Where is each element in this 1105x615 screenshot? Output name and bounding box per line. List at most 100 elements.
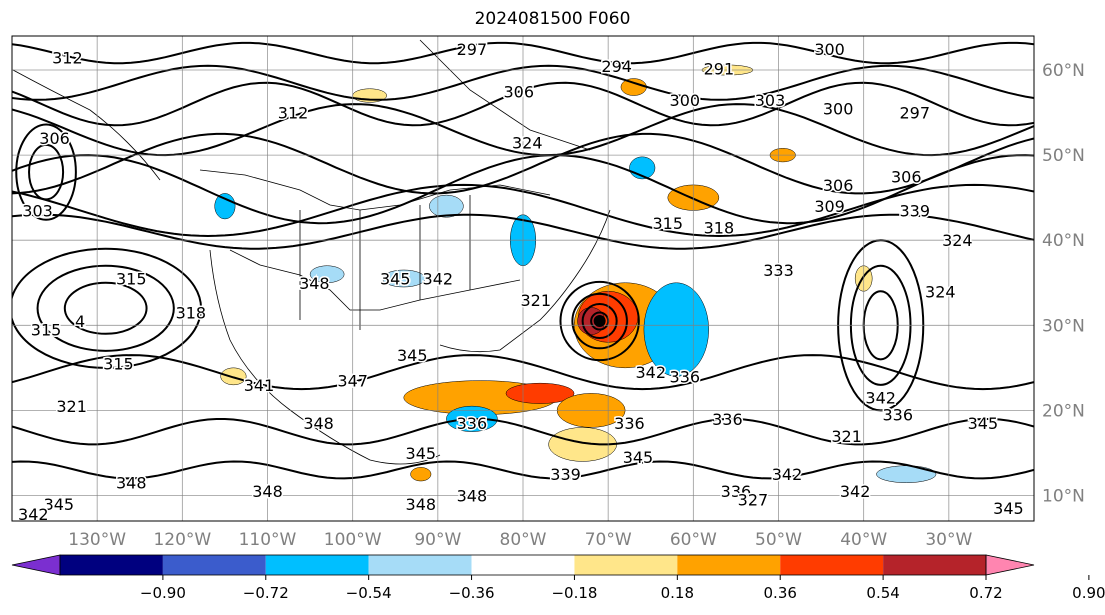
contour-label: 324 [512,133,543,152]
longitude-tick-labels: 130°W 120°W 110°W 100°W 90°W 80°W 70°W 60°W 50°W… [68,530,972,550]
contour-label: 345 [44,495,75,514]
contour-label: 318 [704,218,735,237]
longitude-tick-label: 130°W [68,530,126,550]
contour-label: 336 [670,367,701,386]
anomaly-region [220,367,247,386]
contour-label: 309 [814,197,845,216]
contour-label: 297 [899,104,930,123]
contour-label: 315 [116,270,147,289]
contour-label: 300 [823,99,854,118]
latitude-tick-labels: 60°N 50°N 40°N 30°N 20°N 10°N [1042,61,1085,506]
contour-label: 342 [635,363,666,382]
contour-label: 312 [278,104,309,123]
lat-lon-grid [12,36,1034,521]
contour-label: 348 [116,474,147,493]
colorbar-tick-label: −0.36 [449,584,495,602]
contour-label: 336 [614,414,645,433]
contour-label: 306 [503,82,534,101]
contour-label: 339 [550,465,581,484]
contour-label: 306 [39,129,70,148]
contour-label: 348 [299,274,330,293]
contour-label: 339 [899,201,930,220]
contour-label: 345 [623,448,654,467]
colorbar-segment [265,555,369,575]
colorbar-tick-label: −0.18 [551,584,597,602]
contour-label: 342 [18,505,49,524]
contour-label: 291 [704,59,735,78]
colorbar-tick-label: −0.90 [140,584,186,602]
contour-label: 321 [521,291,552,310]
state-boundaries [299,195,471,330]
contour-label: 345 [406,444,437,463]
contour-label: 321 [56,397,87,416]
contour-label: 297 [457,40,488,59]
contour-label: 345 [397,346,428,365]
longitude-tick-label: 90°W [414,530,461,550]
colorbar-tick-label: −0.54 [346,584,392,602]
alaska-contour [15,123,77,221]
contour-label: 306 [891,167,922,186]
colorbar-extend-low [11,554,61,576]
longitude-tick-label: 40°W [840,530,887,550]
pacific-contour [36,264,175,352]
contour-label: 300 [814,40,845,59]
pacific-contour [12,247,203,369]
anomaly-region [410,467,432,482]
contour-label: 321 [831,427,862,446]
colorbar-segment [471,555,575,575]
anomaly-region [382,269,426,288]
contour-label: 336 [712,410,743,429]
state-lines [229,249,521,311]
contour-label: 315 [31,321,62,340]
latitude-tick-label: 10°N [1042,486,1085,506]
latitude-tick-label: 20°N [1042,401,1085,421]
contour-label: 348 [303,414,334,433]
contour-label: 324 [925,282,956,301]
map-frame [11,35,1035,522]
contour-label: 341 [244,376,275,395]
colorbar-segment [677,555,781,575]
contour-label: 348 [406,495,437,514]
pacific-coast [209,249,441,465]
colorbar-segment [368,555,472,575]
contour-label: 342 [772,465,803,484]
longitude-tick-label: 60°W [670,530,717,550]
latitude-tick-label: 50°N [1042,146,1085,166]
colorbar-segment [780,555,884,575]
contour-label: 345 [968,414,999,433]
colorbar: −0.90 −0.72 −0.54 −0.36 −0.18 0.18 0.36 0.54 0.7… [11,554,1105,602]
hurricane-center-marker [593,315,606,328]
colorbar-tick-label: 0.18 [661,584,694,602]
contour-label: 294 [601,57,632,76]
longitude-tick-label: 80°W [500,530,547,550]
contour-label: 333 [763,261,794,280]
alaska-coast [12,69,161,181]
colorbar-tick-label: −0.72 [243,584,289,602]
gulf-atlantic-coast [439,209,611,353]
contour-label: 345 [993,499,1024,518]
contour-label: 327 [738,491,769,510]
longitude-tick-label: 120°W [153,530,211,550]
contour-label: 336 [721,482,752,501]
contour-label: 303 [755,91,786,110]
hudson-bay-coast [419,39,591,151]
hurricane-ring-contour [559,280,640,362]
contour-label: 312 [52,48,83,67]
colorbar-extend-high [985,554,1035,576]
colorbar-segment [60,555,163,575]
hurricane-ring-contour [571,292,628,350]
hurricane-ring-contour [581,303,618,340]
colorbar-segment [574,555,678,575]
colorbar-tick-label: 0.54 [866,584,899,602]
longitude-tick-label: 110°W [239,530,297,550]
coastlines-borders [12,39,611,465]
contour-label: 345 [380,270,411,289]
contour-label: 336 [457,414,488,433]
anomaly-region [876,465,937,483]
latitude-tick-label: 60°N [1042,61,1085,81]
contour-label: 336 [882,406,913,425]
anomaly-region [643,282,709,377]
contour-label: 342 [840,482,871,501]
